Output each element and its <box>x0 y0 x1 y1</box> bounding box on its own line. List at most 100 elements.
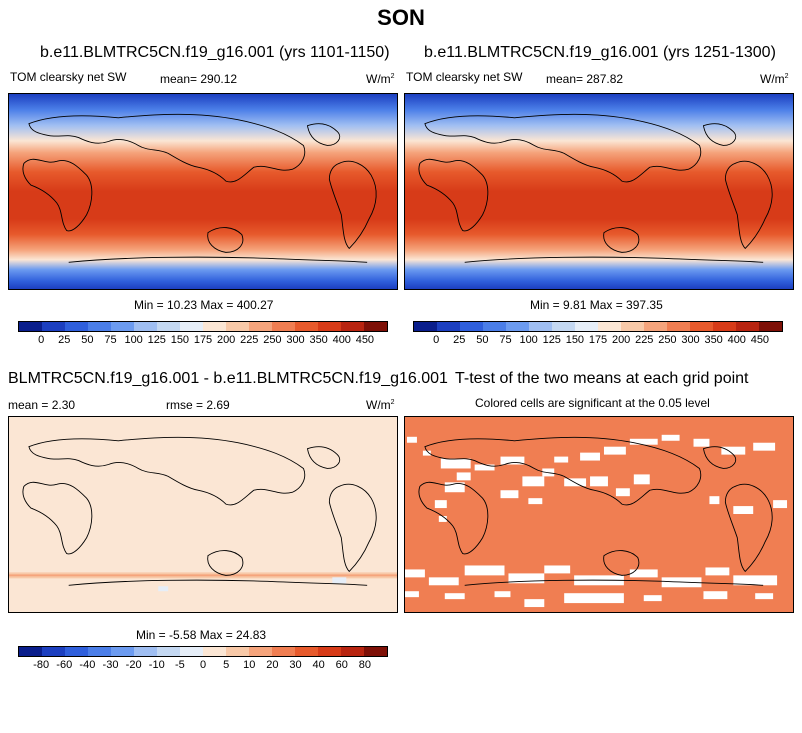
colorbar-tick-label: 300 <box>286 334 305 346</box>
colorbar-tick-label: 0 <box>199 659 207 671</box>
colorbar-tick-label: 25 <box>453 334 466 346</box>
colorbar-swatch <box>111 647 134 656</box>
colorbar-tick-label: 175 <box>588 334 608 346</box>
panel1-title: b.e11.BLMTRC5CN.f19_g16.001 (yrs 1101-11… <box>40 44 390 61</box>
colorbar-tick-label: 100 <box>124 334 143 346</box>
colorbar-swatch <box>529 322 552 331</box>
colorbar-swatch <box>180 647 203 656</box>
colorbar-swatch <box>318 647 341 656</box>
colorbar-tick-label: 75 <box>104 334 117 346</box>
colorbar-tick-label: 0 <box>38 334 45 346</box>
colorbar-swatch <box>226 647 249 656</box>
colorbar-swatch <box>111 322 134 331</box>
colorbar-tick-label: 75 <box>499 334 512 346</box>
panel1-minmax: Min = 10.23 Max = 400.27 <box>134 298 274 312</box>
colorbar-tick-label: 200 <box>611 334 631 346</box>
colorbar-swatch <box>318 322 341 331</box>
colorbar-tick-label: 400 <box>332 334 351 346</box>
colorbar-tick-label: 450 <box>355 334 375 346</box>
colorbar-swatch <box>667 322 690 331</box>
panel1-colorbar <box>18 321 388 332</box>
colorbar-swatch <box>272 322 295 331</box>
colorbar-swatch <box>690 322 713 331</box>
colorbar-swatch <box>19 322 42 331</box>
colorbar-swatch <box>575 322 598 331</box>
colorbar-swatch <box>88 647 111 656</box>
colorbar-tick-label: 25 <box>58 334 71 346</box>
colorbar-tick-label: 50 <box>81 334 94 346</box>
colorbar-swatch <box>341 322 364 331</box>
colorbar-tick-label: 150 <box>565 334 585 346</box>
colorbar-swatch <box>134 322 157 331</box>
panel1-variable-label: TOM clearsky net SW <box>10 70 127 84</box>
panel2-colorbar-ticks: 0 25 50 75 100 125 150 175 200 225 250 300 350 400 450 <box>413 334 783 348</box>
colorbar-swatch <box>249 322 272 331</box>
colorbar-tick-label: 175 <box>193 334 213 346</box>
colorbar-tick-label: 250 <box>658 334 677 346</box>
panel3-units: W/m2 <box>366 398 395 412</box>
panel2-map-graphic <box>405 94 793 289</box>
panel1-colorbar-ticks: 0 25 50 75 100 125 150 175 200 225 250 300 350 400 450 <box>18 334 388 348</box>
colorbar-swatch <box>364 322 387 331</box>
colorbar-swatch <box>483 322 506 331</box>
colorbar-tick-label: 300 <box>681 334 700 346</box>
panel3-colorbar <box>18 646 388 657</box>
colorbar-swatch <box>272 647 295 656</box>
panel2-colorbar <box>413 321 783 332</box>
figure-title: SON <box>377 5 425 30</box>
colorbar-swatch <box>460 322 483 331</box>
colorbar-tick-label: 0 <box>433 334 440 346</box>
colorbar-tick-label: 350 <box>704 334 723 346</box>
colorbar-swatch <box>552 322 575 331</box>
colorbar-tick-label: 250 <box>263 334 282 346</box>
colorbar-swatch <box>203 322 226 331</box>
colorbar-swatch <box>364 647 387 656</box>
colorbar-swatch <box>414 322 437 331</box>
panel3-colorbar-ticks: -80 -60 -40 -30 -20 -10 -5 0 5 10 20 30 40 60 80 <box>18 659 388 673</box>
colorbar-swatch <box>644 322 667 331</box>
colorbar-swatch <box>42 322 65 331</box>
panel3-rmse: rmse = 2.69 <box>166 398 230 412</box>
colorbar-swatch <box>19 647 42 656</box>
colorbar-tick-label: -80 <box>33 659 50 671</box>
colorbar-swatch <box>65 647 88 656</box>
colorbar-swatch <box>713 322 736 331</box>
colorbar-tick-label: 225 <box>240 334 259 346</box>
colorbar-swatch <box>88 322 111 331</box>
colorbar-tick-label: 60 <box>335 659 348 671</box>
colorbar-tick-label: -20 <box>125 659 142 671</box>
colorbar-swatch <box>203 647 226 656</box>
colorbar-swatch <box>759 322 782 331</box>
panel1-map <box>8 93 398 290</box>
colorbar-swatch <box>65 322 88 331</box>
panel4-map <box>404 416 794 613</box>
colorbar-swatch <box>341 647 364 656</box>
colorbar-swatch <box>437 322 460 331</box>
colorbar-swatch <box>249 647 272 656</box>
colorbar-tick-label: 10 <box>243 659 256 671</box>
panel2-title: b.e11.BLMTRC5CN.f19_g16.001 (yrs 1251-13… <box>424 44 776 61</box>
colorbar-tick-label: 400 <box>727 334 746 346</box>
colorbar-tick-label: 350 <box>309 334 328 346</box>
colorbar-tick-label: 50 <box>476 334 489 346</box>
colorbar-tick-label: 30 <box>289 659 302 671</box>
colorbar-swatch <box>42 647 65 656</box>
panel4-map-graphic <box>405 417 793 612</box>
colorbar-swatch <box>598 322 621 331</box>
colorbar-swatch <box>226 322 249 331</box>
colorbar-tick-label: -10 <box>148 659 165 671</box>
panel2-units: W/m2 <box>760 72 789 86</box>
colorbar-tick-label: 125 <box>542 334 561 346</box>
colorbar-tick-label: 450 <box>750 334 770 346</box>
colorbar-tick-label: -60 <box>56 659 73 671</box>
colorbar-tick-label: 100 <box>519 334 538 346</box>
panel3-mean: mean = 2.30 <box>8 398 76 412</box>
panel2-mean: mean= 287.82 <box>546 72 624 86</box>
panel1-map-graphic <box>9 94 397 289</box>
panel4-title: T-test of the two means at each grid poi… <box>455 370 749 387</box>
colorbar-swatch <box>621 322 644 331</box>
colorbar-tick-label: 20 <box>266 659 279 671</box>
panel2-variable-label: TOM clearsky net SW <box>406 70 523 84</box>
panel4-subtitle: Colored cells are significant at the 0.0… <box>475 396 710 410</box>
colorbar-swatch <box>180 322 203 331</box>
